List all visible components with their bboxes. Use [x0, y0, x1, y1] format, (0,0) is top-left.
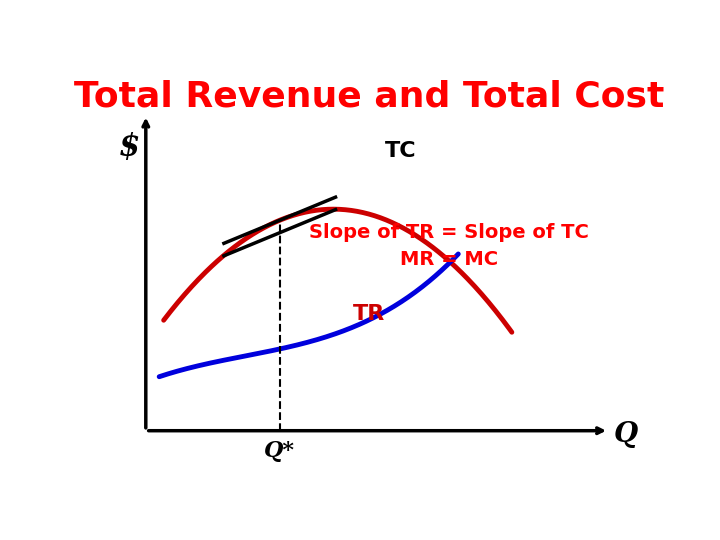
Text: $: $ — [118, 132, 140, 164]
Text: Q*: Q* — [264, 441, 295, 462]
Text: Slope of TR = Slope of TC
MR = MC: Slope of TR = Slope of TC MR = MC — [310, 224, 589, 269]
Text: TC: TC — [384, 141, 416, 161]
Text: TR: TR — [353, 304, 385, 324]
Text: Total Revenue and Total Cost: Total Revenue and Total Cost — [74, 79, 664, 113]
Text: Q: Q — [613, 421, 638, 448]
